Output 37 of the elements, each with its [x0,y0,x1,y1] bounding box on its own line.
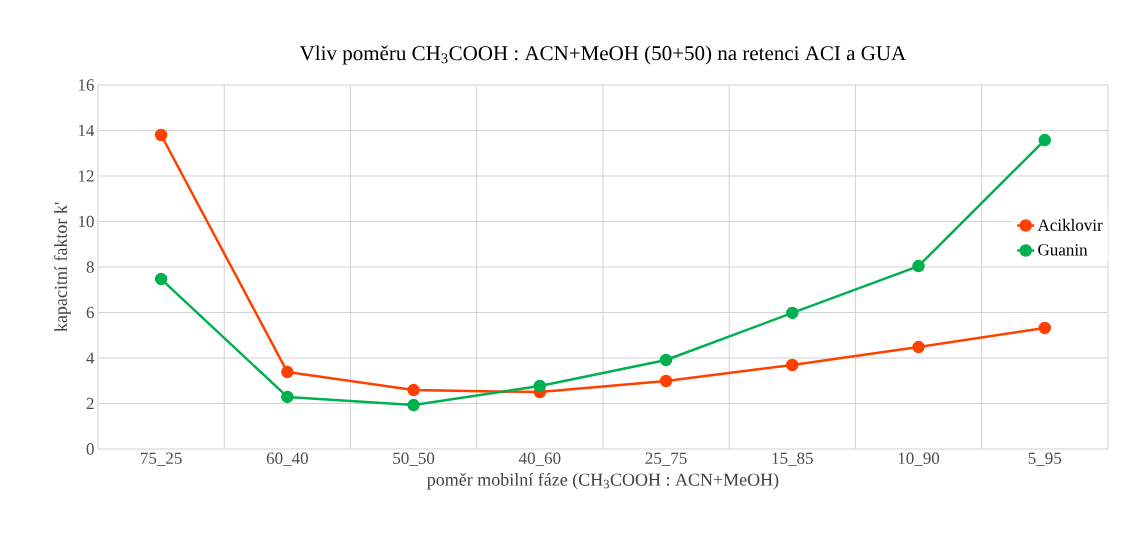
x-tick-label: 5_95 [1028,452,1062,466]
y-tick-label: 12 [78,170,94,182]
y-tick-label: 16 [78,79,94,91]
x-tick-label: 15_85 [772,452,813,467]
y-tick-label: 4 [86,352,95,364]
legend-label: Guanin [1038,244,1088,256]
point [1038,321,1052,335]
point [281,365,294,379]
y-tick-label: 10 [78,215,94,228]
x-axis-title: poměr mobilní fáze (CH$_{3}$COOH : ACN+MeOH) [427,472,779,490]
y-axis-title: kapacitní faktor k' [54,202,71,332]
x-tick-label: 10_90 [898,452,940,467]
point [659,374,673,388]
point [659,353,673,367]
point [407,383,420,397]
point [533,379,547,393]
point [912,340,925,354]
point [1038,133,1052,147]
y-tick-label: 14 [78,124,95,137]
point [912,259,925,273]
point [281,390,294,404]
legend-label: Aciklovir [1037,218,1103,231]
x-tick-label: 60_40 [266,452,308,467]
point [154,128,168,142]
x-tick-label: 75_25 [140,452,182,466]
chart-title: Vliv poměru CH$_{3}$COOH : ACN+MeOH (50+50) na retenci ACI a GUA [299,45,907,65]
point [407,398,420,412]
point [154,272,168,286]
y-tick-label: 2 [86,397,94,410]
point [786,358,799,372]
point [786,306,799,320]
y-tick-label: 8 [86,261,94,273]
x-tick-label: 50_50 [393,452,435,467]
x-tick-label: 40_60 [518,452,561,467]
y-tick-label: 0 [86,443,94,455]
x-tick-label: 25_75 [645,452,687,466]
y-tick-label: 6 [86,306,94,319]
